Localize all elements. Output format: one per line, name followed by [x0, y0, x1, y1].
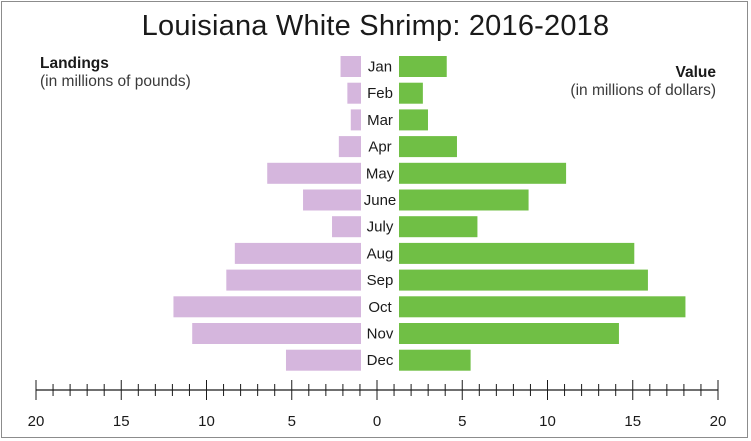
- x-tick-label: 10: [198, 413, 215, 430]
- value-bar-sep: [399, 269, 648, 291]
- landings-bar-mar: [350, 109, 361, 131]
- value-bar-dec: [399, 349, 471, 371]
- month-label-jan: Jan: [368, 59, 392, 76]
- month-label-oct: Oct: [368, 299, 392, 316]
- landings-bar-apr: [338, 136, 361, 158]
- landings-bar-feb: [347, 82, 361, 104]
- x-tick-label: 10: [539, 413, 556, 430]
- right-axis-subtitle: (in millions of dollars): [570, 82, 716, 99]
- value-bar-jan: [399, 56, 447, 77]
- landings-bar-aug: [234, 242, 361, 264]
- month-label-june: June: [364, 192, 397, 209]
- month-label-nov: Nov: [367, 326, 394, 343]
- chart-title: Louisiana White Shrimp: 2016-2018: [141, 10, 610, 42]
- value-bar-nov: [399, 323, 619, 344]
- right-axis-heading: Value (in millions of dollars): [500, 64, 716, 100]
- month-label-dec: Dec: [367, 352, 394, 369]
- month-label-july: July: [367, 219, 394, 236]
- value-bar-feb: [399, 82, 423, 104]
- left-axis-subtitle: (in millions of pounds): [40, 73, 191, 90]
- value-bar-july: [399, 216, 478, 238]
- x-tick-label: 5: [288, 413, 296, 430]
- value-bar-apr: [399, 136, 457, 158]
- month-label-mar: Mar: [367, 112, 393, 129]
- value-bar-may: [399, 162, 567, 184]
- value-bar-june: [399, 189, 529, 211]
- left-axis-heading: Landings (in millions of pounds): [40, 55, 191, 91]
- landings-bar-may: [267, 162, 361, 184]
- landings-bar-july: [332, 216, 361, 238]
- value-bar-mar: [399, 109, 428, 131]
- landings-bar-jan: [340, 56, 361, 77]
- landings-bar-nov: [192, 323, 361, 344]
- x-tick-label: 0: [373, 413, 381, 430]
- landings-bar-june: [303, 189, 361, 211]
- left-axis-title: Landings: [40, 55, 109, 72]
- x-tick-label: 15: [624, 413, 641, 430]
- landings-bar-oct: [173, 296, 361, 318]
- landings-bar-dec: [285, 349, 361, 371]
- month-label-apr: Apr: [368, 139, 391, 156]
- value-bar-oct: [399, 296, 686, 318]
- x-tick-label: 20: [28, 413, 45, 430]
- x-tick-label: 20: [710, 413, 727, 430]
- right-axis-title: Value: [675, 64, 717, 81]
- month-label-aug: Aug: [367, 245, 394, 262]
- month-label-may: May: [366, 165, 395, 182]
- month-label-sep: Sep: [367, 272, 394, 289]
- value-bar-aug: [399, 242, 635, 264]
- x-tick-label: 15: [113, 413, 130, 430]
- landings-bar-sep: [226, 269, 361, 291]
- month-label-feb: Feb: [367, 85, 393, 102]
- x-tick-label: 5: [458, 413, 466, 430]
